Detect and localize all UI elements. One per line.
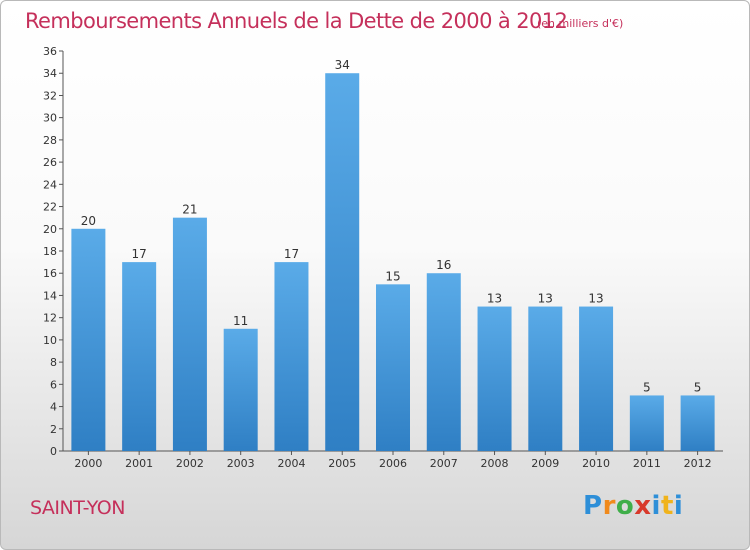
y-tick-label: 16 (43, 267, 57, 280)
bar (223, 328, 258, 451)
bar (274, 262, 309, 451)
data-label: 21 (182, 203, 197, 217)
y-tick-label: 12 (43, 312, 57, 325)
data-label: 17 (132, 247, 147, 261)
bar (376, 284, 410, 451)
y-tick-label: 30 (43, 112, 57, 125)
x-tick-label: 2005 (328, 457, 356, 470)
y-tick-label: 4 (50, 401, 57, 414)
data-label: 13 (538, 292, 553, 306)
y-tick-label: 34 (43, 67, 57, 80)
x-tick-label: 2010 (582, 457, 610, 470)
y-tick-label: 14 (43, 289, 57, 302)
y-tick-label: 36 (43, 45, 57, 58)
data-label: 5 (643, 380, 651, 394)
data-label: 5 (694, 380, 702, 394)
proxiti-logo[interactable]: Proxiti (583, 491, 684, 521)
chart-title: Remboursements Annuels de la Dette de 20… (25, 9, 568, 33)
x-tick-label: 2001 (125, 457, 153, 470)
y-tick-label: 26 (43, 156, 57, 169)
bar (172, 217, 207, 451)
y-tick-label: 6 (50, 378, 57, 391)
x-tick-label: 2007 (430, 457, 458, 470)
bar (528, 306, 563, 451)
y-tick-label: 8 (50, 356, 57, 369)
data-label: 34 (335, 58, 350, 72)
x-tick-label: 2011 (633, 457, 661, 470)
bar (71, 228, 106, 451)
y-tick-label: 22 (43, 201, 57, 214)
y-tick-label: 32 (43, 89, 57, 102)
y-tick-label: 2 (50, 423, 57, 436)
x-tick-label: 2009 (531, 457, 559, 470)
place-name: SAINT-YON (30, 497, 125, 519)
bar (426, 273, 461, 451)
data-label: 11 (233, 314, 248, 328)
bar (477, 306, 512, 451)
x-tick-label: 2004 (277, 457, 305, 470)
data-label: 15 (385, 269, 400, 283)
data-label: 16 (436, 258, 451, 272)
data-label: 13 (588, 292, 603, 306)
y-tick-label: 20 (43, 223, 57, 236)
bar (629, 395, 664, 451)
y-tick-label: 10 (43, 334, 57, 347)
data-label: 17 (284, 247, 299, 261)
bar (680, 395, 715, 451)
y-tick-label: 0 (50, 445, 57, 458)
data-label: 13 (487, 292, 502, 306)
x-tick-label: 2006 (379, 457, 407, 470)
chart-subtitle: (en milliers d'€) (537, 17, 624, 30)
bar (122, 262, 157, 451)
y-tick-label: 28 (43, 134, 57, 147)
data-label: 20 (81, 214, 96, 228)
x-tick-label: 2012 (684, 457, 712, 470)
y-tick-label: 18 (43, 245, 57, 258)
x-tick-label: 2000 (74, 457, 102, 470)
y-tick-label: 24 (43, 178, 57, 191)
x-tick-label: 2003 (227, 457, 255, 470)
bar (325, 73, 360, 451)
x-tick-label: 2008 (481, 457, 509, 470)
x-tick-label: 2002 (176, 457, 204, 470)
bar (579, 306, 614, 451)
